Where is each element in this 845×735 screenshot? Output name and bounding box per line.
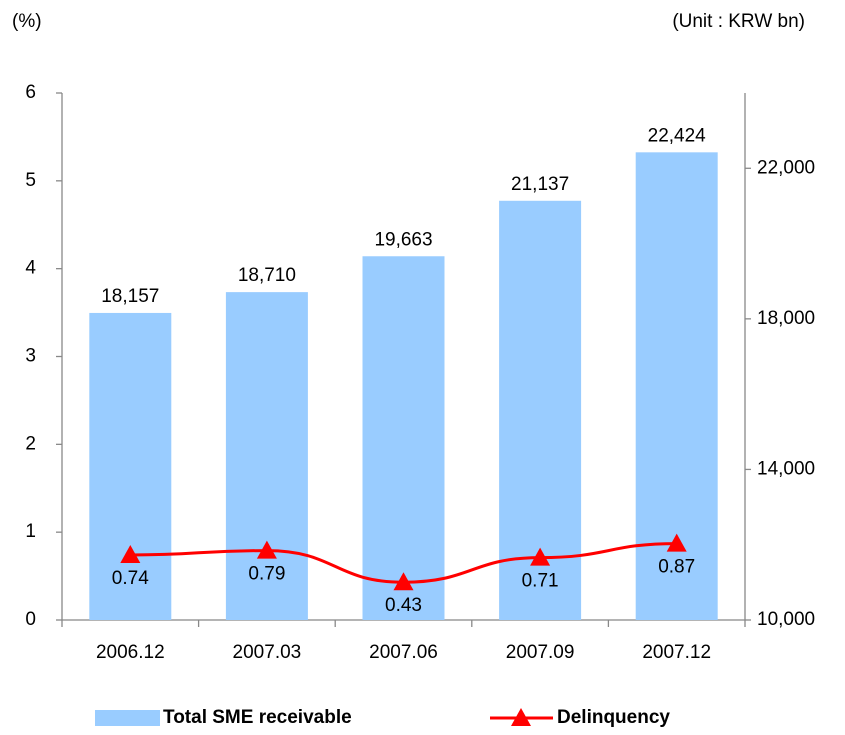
line-value-label: 0.71 xyxy=(522,571,559,592)
x-tick-label: 2007.09 xyxy=(506,642,575,663)
bar-value-label: 21,137 xyxy=(511,174,569,195)
y-tick-label: 0 xyxy=(25,609,36,630)
left-unit: (%) xyxy=(12,11,42,32)
y-tick-label: 2 xyxy=(25,433,36,454)
line-value-label: 0.79 xyxy=(248,564,285,585)
x-tick-label: 2006.12 xyxy=(96,642,165,663)
line-marker xyxy=(530,547,551,566)
legend-label: Total SME receivable xyxy=(163,707,352,728)
x-tick-label: 2007.12 xyxy=(642,642,711,663)
x-tick-label: 2007.06 xyxy=(369,642,438,663)
line-marker xyxy=(666,533,687,552)
line-marker xyxy=(256,540,277,559)
y-tick-label: 4 xyxy=(25,258,36,279)
y2-tick-label: 22,000 xyxy=(757,157,815,178)
line-marker xyxy=(120,545,141,564)
bar-value-label: 19,663 xyxy=(374,229,432,250)
y-tick-label: 3 xyxy=(25,346,36,367)
line-marker xyxy=(393,572,414,591)
bar xyxy=(225,292,308,620)
bar-value-label: 18,710 xyxy=(238,265,296,286)
y-tick-label: 5 xyxy=(25,170,36,191)
line-value-label: 0.74 xyxy=(112,568,149,589)
y2-tick-label: 14,000 xyxy=(757,458,815,479)
y-tick-label: 6 xyxy=(25,82,36,103)
right-unit: (Unit : KRW bn) xyxy=(672,11,805,32)
y2-tick-label: 10,000 xyxy=(757,609,815,630)
line-value-label: 0.87 xyxy=(658,557,695,578)
y-tick-label: 1 xyxy=(25,521,36,542)
bar xyxy=(362,256,445,620)
y2-tick-label: 18,000 xyxy=(757,308,815,329)
legend-swatch xyxy=(95,710,160,726)
legend-label: Delinquency xyxy=(557,707,670,728)
bar-value-label: 18,157 xyxy=(101,286,159,307)
x-tick-label: 2007.03 xyxy=(233,642,302,663)
bar-value-label: 22,424 xyxy=(648,125,707,146)
bar xyxy=(89,312,172,620)
line-value-label: 0.43 xyxy=(385,595,422,616)
legend-swatch xyxy=(511,708,531,726)
